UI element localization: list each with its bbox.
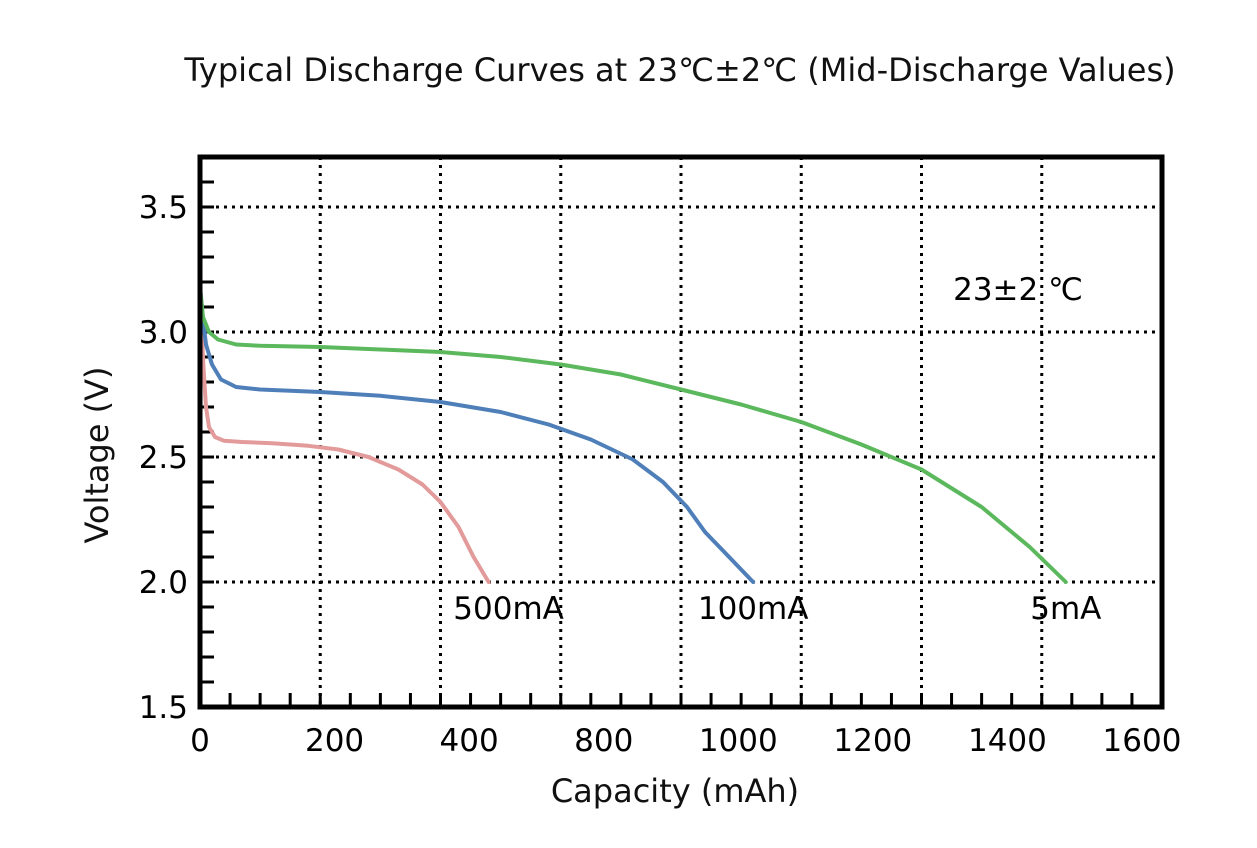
series-layer [198, 285, 1068, 584]
y-tick-label: 2.0 [139, 565, 188, 601]
series-label-500ma: 500mA [453, 591, 564, 627]
ticks-layer [200, 180, 1134, 707]
x-axis-title: Capacity (mAh) [551, 772, 799, 810]
series-line-100ma [198, 285, 756, 584]
series-label-100ma: 100mA [698, 591, 809, 627]
series-line-500ma [198, 285, 491, 584]
series-line-5ma [198, 285, 1068, 584]
x-tick-label: 1600 [1103, 723, 1182, 759]
x-tick-label: 1200 [833, 723, 912, 759]
y-tick-label: 3.5 [139, 190, 188, 226]
x-tick-label: 800 [574, 723, 633, 759]
y-axis-title: Voltage (V) [78, 366, 116, 543]
labels-layer: 500mA 100mA 5mA 0 200 400 800 1000 1200 1400 1600 1… [139, 190, 1182, 759]
y-tick-label: 1.5 [139, 690, 188, 726]
chart-title: Typical Discharge Curves at 23℃±2℃ (Mid-… [183, 51, 1175, 89]
plot-frame [197, 154, 1165, 710]
x-tick-label: 1400 [968, 723, 1047, 759]
x-tick-label: 400 [440, 723, 499, 759]
series-label-5ma: 5mA [1030, 591, 1101, 627]
y-tick-label: 2.5 [139, 440, 188, 476]
x-tick-label: 1000 [699, 723, 778, 759]
grid-layer [200, 157, 1162, 707]
y-tick-label: 3.0 [139, 315, 188, 351]
x-tick-label: 0 [190, 723, 210, 759]
x-tick-label: 200 [305, 723, 364, 759]
temperature-annotation: 23±2 ℃ [953, 272, 1083, 308]
